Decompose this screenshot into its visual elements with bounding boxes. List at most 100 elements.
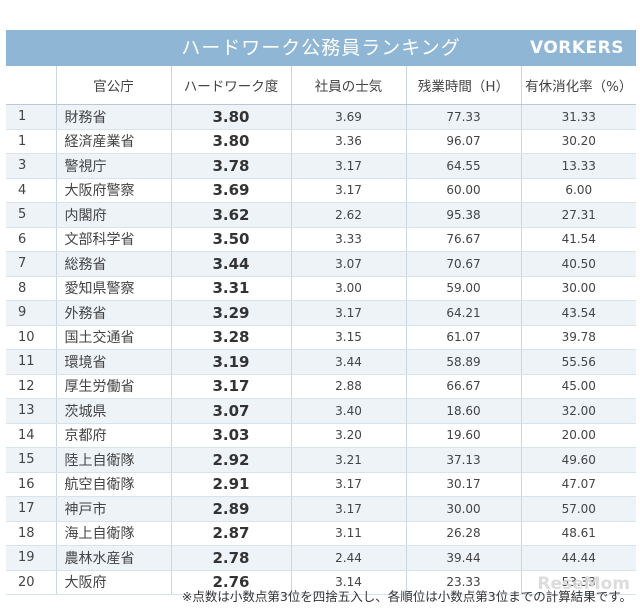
table-row: 19 農林水産省 2.78 2.44 39.44 44.44 xyxy=(6,545,636,571)
hardwork-cell: 3.62 xyxy=(170,202,291,228)
leave-cell: 44.44 xyxy=(520,545,636,571)
office-cell: 総務省 xyxy=(55,251,171,277)
table-row: 4 大阪府警察 3.69 3.17 60.00 6.00 xyxy=(6,178,636,203)
leave-cell: 20.00 xyxy=(520,423,636,448)
table-row: 7 総務省 3.44 3.07 70.67 40.50 xyxy=(6,251,636,277)
table-row: 13 茨城県 3.07 3.40 18.60 32.00 xyxy=(6,398,636,424)
rank-cell: 9 xyxy=(6,300,56,326)
table-header-row: 官公庁 ハードワーク度 社員の士気 残業時間（H） 有休消化率（%） xyxy=(6,66,636,105)
hardwork-cell: 2.89 xyxy=(170,496,291,522)
hardwork-cell: 3.28 xyxy=(170,325,291,350)
office-cell: 財務省 xyxy=(55,104,171,130)
hardwork-cell: 3.50 xyxy=(170,227,291,252)
table-row: 5 内閣府 3.62 2.62 95.38 27.31 xyxy=(6,202,636,228)
table-row: 15 陸上自衛隊 2.92 3.21 37.13 49.60 xyxy=(6,447,636,473)
hardwork-cell: 3.69 xyxy=(170,178,291,203)
table-row: 14 京都府 3.03 3.20 19.60 20.00 xyxy=(6,423,636,448)
hardwork-cell: 2.87 xyxy=(170,521,291,546)
overtime-cell: 96.07 xyxy=(405,129,521,154)
table-row: 16 航空自衛隊 2.91 3.17 30.17 47.07 xyxy=(6,472,636,497)
office-cell: 愛知県警察 xyxy=(55,276,171,301)
leave-cell: 55.56 xyxy=(520,349,636,375)
rank-cell: 15 xyxy=(6,447,56,473)
rank-cell: 10 xyxy=(6,325,56,350)
overtime-cell: 66.67 xyxy=(405,374,521,399)
page-title: ハードワーク公務員ランキング xyxy=(181,37,461,59)
leave-cell: 41.54 xyxy=(520,227,636,252)
rank-cell: 8 xyxy=(6,276,56,301)
hardwork-cell: 3.78 xyxy=(170,153,291,179)
table-row: 20 大阪府 2.76 3.14 23.33 53.33 xyxy=(6,570,636,595)
morale-cell: 3.33 xyxy=(290,227,406,252)
hardwork-cell: 3.29 xyxy=(170,300,291,326)
morale-cell: 2.88 xyxy=(290,374,406,399)
morale-cell: 3.07 xyxy=(290,251,406,277)
leave-cell: 39.78 xyxy=(520,325,636,350)
office-cell: 海上自衛隊 xyxy=(55,521,171,546)
leave-cell: 49.60 xyxy=(520,447,636,473)
table-row: 9 外務省 3.29 3.17 64.21 43.54 xyxy=(6,300,636,326)
leave-cell: 43.54 xyxy=(520,300,636,326)
rank-cell: 14 xyxy=(6,423,56,448)
overtime-cell: 30.17 xyxy=(405,472,521,497)
title-bar: ハードワーク公務員ランキング VORKERS xyxy=(6,30,636,66)
morale-cell: 3.20 xyxy=(290,423,406,448)
leave-cell: 40.50 xyxy=(520,251,636,277)
office-cell: 大阪府 xyxy=(55,570,171,595)
table-row: 18 海上自衛隊 2.87 3.11 26.28 48.61 xyxy=(6,521,636,546)
office-cell: 経済産業省 xyxy=(55,129,171,154)
ranking-table: 官公庁 ハードワーク度 社員の士気 残業時間（H） 有休消化率（%） 1 財務省 3… xyxy=(6,66,636,595)
rank-cell: 17 xyxy=(6,496,56,522)
morale-cell: 3.69 xyxy=(290,104,406,130)
col-header-hardwork: ハードワーク度 xyxy=(170,66,291,105)
office-cell: 神戸市 xyxy=(55,496,171,522)
table-row: 10 国土交通省 3.28 3.15 61.07 39.78 xyxy=(6,325,636,350)
rank-cell: 16 xyxy=(6,472,56,497)
leave-cell: 6.00 xyxy=(520,178,636,203)
rank-cell: 1 xyxy=(6,104,56,130)
office-cell: 航空自衛隊 xyxy=(55,472,171,497)
office-cell: 農林水産省 xyxy=(55,545,171,571)
table-row: 6 文部科学省 3.50 3.33 76.67 41.54 xyxy=(6,227,636,252)
overtime-cell: 30.00 xyxy=(405,496,521,522)
hardwork-cell: 3.07 xyxy=(170,398,291,424)
office-cell: 陸上自衛隊 xyxy=(55,447,171,473)
hardwork-cell: 2.91 xyxy=(170,472,291,497)
morale-cell: 2.44 xyxy=(290,545,406,571)
overtime-cell: 60.00 xyxy=(405,178,521,203)
morale-cell: 3.44 xyxy=(290,349,406,375)
col-header-rank xyxy=(6,66,56,105)
office-cell: 厚生労働省 xyxy=(55,374,171,399)
table-body: 1 財務省 3.80 3.69 77.33 31.33 1 経済産業省 3.80 3.36 96.0… xyxy=(6,104,636,595)
table-row: 3 警視庁 3.78 3.17 64.55 13.33 xyxy=(6,153,636,179)
rank-cell: 18 xyxy=(6,521,56,546)
rank-cell: 13 xyxy=(6,398,56,424)
overtime-cell: 61.07 xyxy=(405,325,521,350)
rank-cell: 11 xyxy=(6,349,56,375)
morale-cell: 3.36 xyxy=(290,129,406,154)
overtime-cell: 37.13 xyxy=(405,447,521,473)
office-cell: 環境省 xyxy=(55,349,171,375)
office-cell: 外務省 xyxy=(55,300,171,326)
col-header-overtime: 残業時間（H） xyxy=(405,66,521,105)
hardwork-cell: 2.78 xyxy=(170,545,291,571)
leave-cell: 30.00 xyxy=(520,276,636,301)
office-cell: 茨城県 xyxy=(55,398,171,424)
hardwork-cell: 2.76 xyxy=(170,570,291,595)
leave-cell: 53.33 xyxy=(520,570,636,595)
leave-cell: 30.20 xyxy=(520,129,636,154)
leave-cell: 32.00 xyxy=(520,398,636,424)
col-header-office: 官公庁 xyxy=(55,66,171,105)
morale-cell: 3.00 xyxy=(290,276,406,301)
morale-cell: 3.15 xyxy=(290,325,406,350)
rank-cell: 7 xyxy=(6,251,56,277)
hardwork-cell: 3.80 xyxy=(170,104,291,130)
office-cell: 文部科学省 xyxy=(55,227,171,252)
col-header-morale: 社員の士気 xyxy=(290,66,406,105)
overtime-cell: 95.38 xyxy=(405,202,521,228)
leave-cell: 27.31 xyxy=(520,202,636,228)
table-row: 1 財務省 3.80 3.69 77.33 31.33 xyxy=(6,104,636,130)
hardwork-cell: 3.31 xyxy=(170,276,291,301)
table-row: 12 厚生労働省 3.17 2.88 66.67 45.00 xyxy=(6,374,636,399)
office-cell: 内閣府 xyxy=(55,202,171,228)
